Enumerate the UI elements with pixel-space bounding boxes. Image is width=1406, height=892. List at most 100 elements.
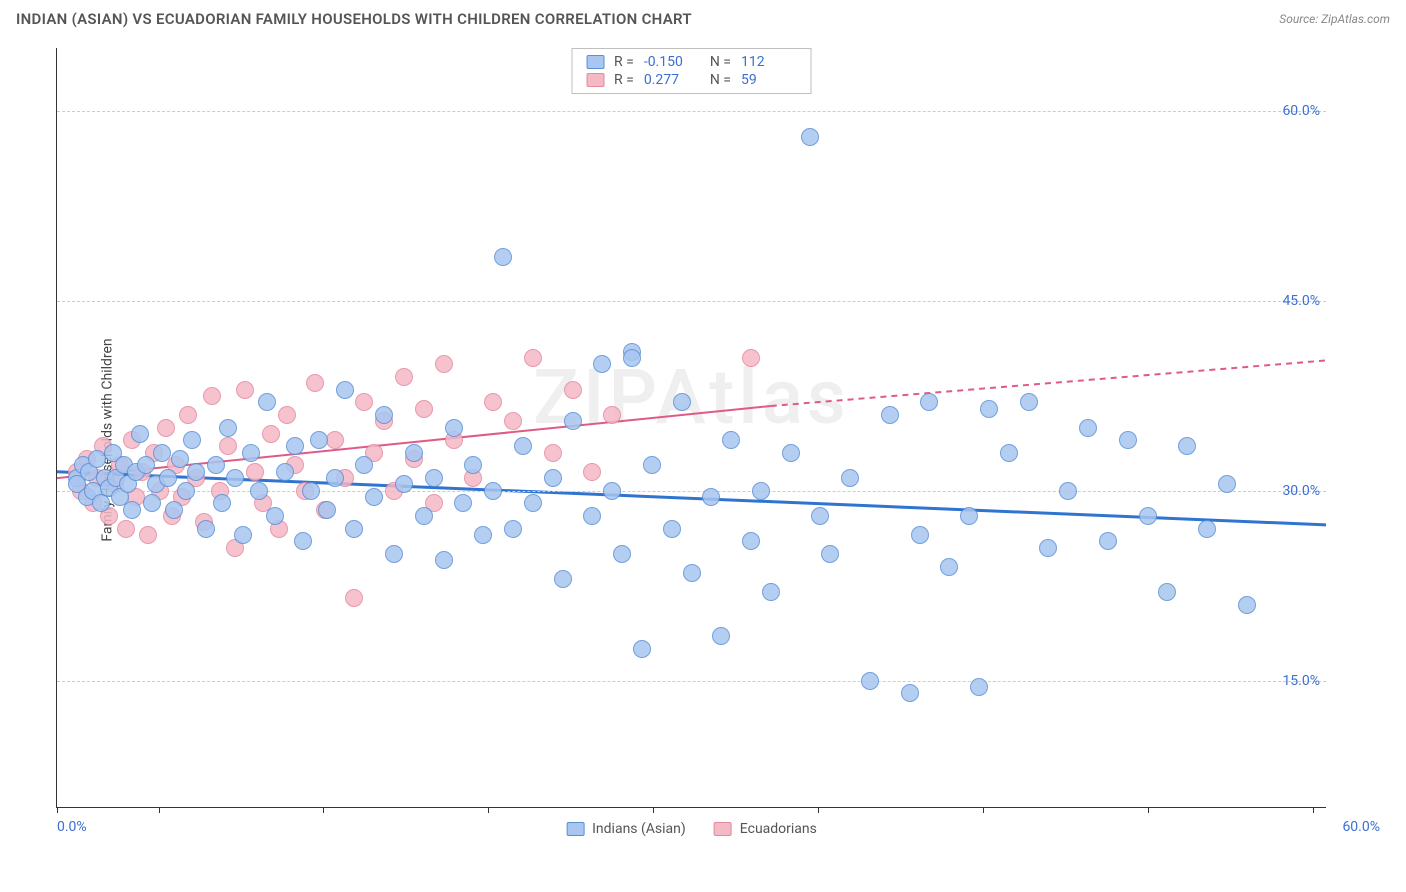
scatter-point-ecuadorians (603, 406, 621, 424)
scatter-point-indians (250, 482, 268, 500)
scatter-point-indians (1099, 532, 1117, 550)
scatter-point-indians (960, 507, 978, 525)
x-tick (323, 807, 324, 813)
y-tick-label: 60.0% (1282, 103, 1320, 119)
scatter-point-indians (911, 526, 929, 544)
scatter-point-ecuadorians (415, 400, 433, 418)
scatter-point-indians (643, 456, 661, 474)
scatter-point-indians (841, 469, 859, 487)
scatter-point-indians (1139, 507, 1157, 525)
scatter-point-indians (123, 501, 141, 519)
scatter-point-indians (425, 469, 443, 487)
x-max-label: 60.0% (1342, 819, 1380, 835)
scatter-point-indians (663, 520, 681, 538)
scatter-point-indians (219, 419, 237, 437)
scatter-point-indians (1158, 583, 1176, 601)
scatter-point-indians (242, 444, 260, 462)
scatter-point-ecuadorians (179, 406, 197, 424)
scatter-point-indians (524, 494, 542, 512)
scatter-point-indians (171, 450, 189, 468)
scatter-point-indians (920, 393, 938, 411)
scatter-point-indians (165, 501, 183, 519)
scatter-point-indians (742, 532, 760, 550)
r-value-indians: -0.150 (644, 54, 700, 70)
swatch-indians (566, 822, 584, 836)
r-label: R = (614, 54, 634, 70)
x-tick (1313, 807, 1314, 813)
scatter-point-indians (143, 494, 161, 512)
scatter-point-ecuadorians (157, 419, 175, 437)
scatter-point-indians (1059, 482, 1077, 500)
scatter-point-indians (197, 520, 215, 538)
scatter-point-ecuadorians (306, 374, 324, 392)
legend-row-indians: R = -0.150 N = 112 (586, 53, 797, 71)
scatter-point-ecuadorians (203, 387, 221, 405)
scatter-point-indians (702, 488, 720, 506)
scatter-point-indians (762, 583, 780, 601)
scatter-point-indians (593, 355, 611, 373)
y-tick-label: 45.0% (1282, 293, 1320, 309)
x-tick (57, 807, 58, 813)
x-tick (653, 807, 654, 813)
r-value-ecuadorians: 0.277 (644, 72, 700, 88)
scatter-point-indians (1218, 475, 1236, 493)
scatter-point-ecuadorians (236, 381, 254, 399)
scatter-point-indians (504, 520, 522, 538)
scatter-point-indians (395, 475, 413, 493)
scatter-point-indians (415, 507, 433, 525)
scatter-point-indians (213, 494, 231, 512)
swatch-ecuadorians (586, 73, 604, 87)
n-value-ecuadorians: 59 (741, 72, 797, 88)
scatter-point-indians (183, 431, 201, 449)
scatter-point-indians (861, 672, 879, 690)
legend-row-ecuadorians: R = 0.277 N = 59 (586, 71, 797, 89)
scatter-point-indians (187, 463, 205, 481)
scatter-point-indians (234, 526, 252, 544)
scatter-point-indians (712, 627, 730, 645)
x-tick (488, 807, 489, 813)
scatter-point-indians (345, 520, 363, 538)
scatter-point-indians (633, 640, 651, 658)
n-label: N = (710, 72, 731, 88)
scatter-point-ecuadorians (117, 520, 135, 538)
n-value-indians: 112 (741, 54, 797, 70)
scatter-point-indians (294, 532, 312, 550)
scatter-point-indians (901, 684, 919, 702)
scatter-point-indians (1079, 419, 1097, 437)
scatter-point-indians (1000, 444, 1018, 462)
scatter-point-indians (940, 558, 958, 576)
scatter-point-indians (355, 456, 373, 474)
scatter-point-indians (811, 507, 829, 525)
scatter-point-indians (564, 412, 582, 430)
scatter-point-indians (623, 349, 641, 367)
scatter-point-indians (310, 431, 328, 449)
scatter-point-indians (385, 545, 403, 563)
scatter-point-ecuadorians (583, 463, 601, 481)
scatter-point-indians (266, 507, 284, 525)
x-min-label: 0.0% (57, 819, 87, 835)
scatter-point-indians (801, 128, 819, 146)
scatter-point-indians (137, 456, 155, 474)
plot-area: ZIPAtlas R = -0.150 N = 112 R = 0.277 N … (56, 48, 1326, 808)
scatter-point-indians (583, 507, 601, 525)
scatter-point-indians (276, 463, 294, 481)
scatter-point-indians (494, 248, 512, 266)
gridline (57, 491, 1326, 492)
scatter-point-indians (326, 469, 344, 487)
scatter-point-indians (131, 425, 149, 443)
scatter-point-ecuadorians (246, 463, 264, 481)
y-tick-label: 15.0% (1282, 673, 1320, 689)
scatter-point-indians (286, 437, 304, 455)
scatter-point-indians (683, 564, 701, 582)
scatter-point-indians (302, 482, 320, 500)
scatter-point-indians (1039, 539, 1057, 557)
scatter-point-indians (881, 406, 899, 424)
scatter-point-ecuadorians (504, 412, 522, 430)
scatter-point-indians (722, 431, 740, 449)
scatter-point-indians (484, 482, 502, 500)
scatter-point-indians (464, 456, 482, 474)
scatter-point-indians (1119, 431, 1137, 449)
scatter-point-indians (1198, 520, 1216, 538)
scatter-point-ecuadorians (742, 349, 760, 367)
scatter-point-indians (454, 494, 472, 512)
